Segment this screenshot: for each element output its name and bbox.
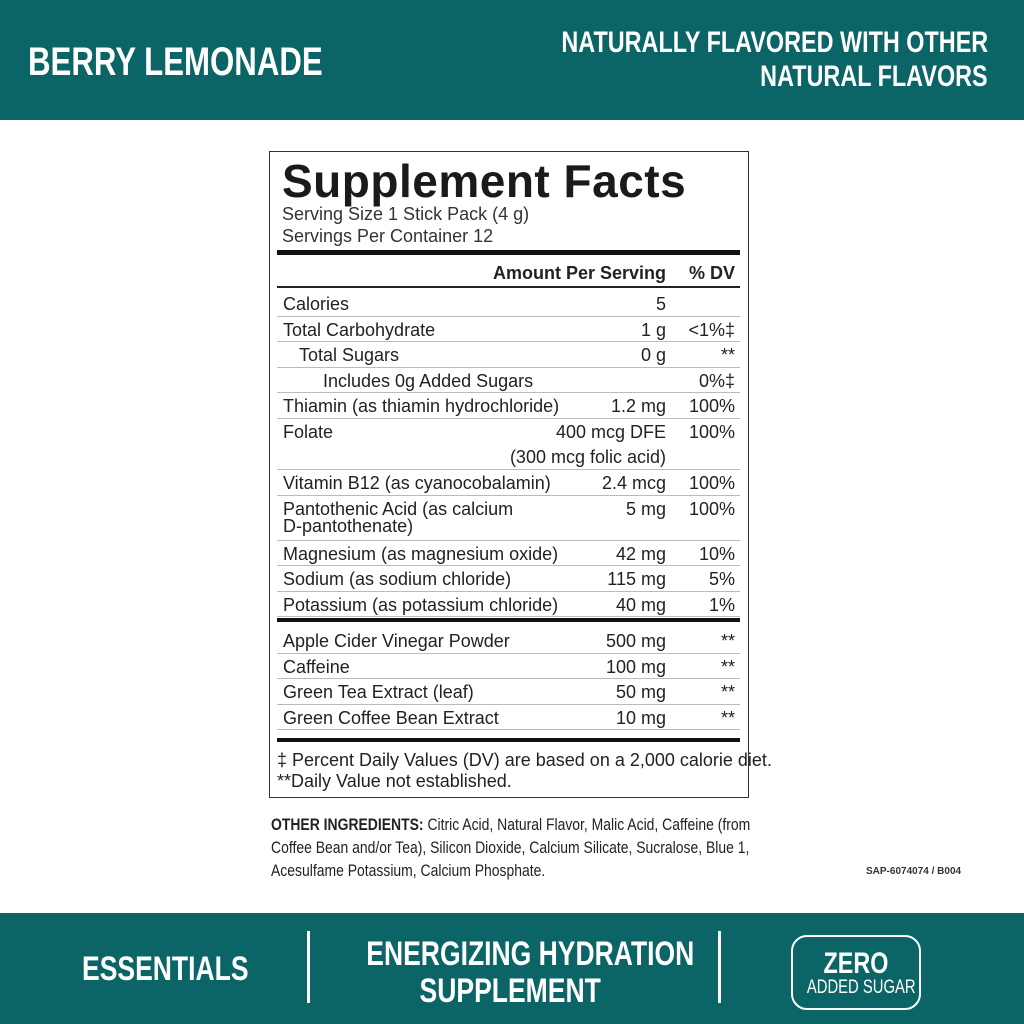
divider bbox=[307, 931, 310, 1003]
nutrient-name: Vitamin B12 (as cyanocobalamin) bbox=[283, 473, 551, 493]
nutrient-dv: 100% bbox=[688, 422, 735, 442]
nutrient-name: Pantothenic Acid (as calcium bbox=[283, 498, 514, 519]
badge-zero: ZERO bbox=[823, 947, 889, 980]
dv-header: % DV bbox=[688, 263, 735, 283]
nutrient-name: Includes 0g Added Sugars bbox=[323, 370, 534, 391]
nutrient-name: Potassium (as potassium chloride) bbox=[283, 594, 559, 615]
divider bbox=[277, 738, 740, 742]
facts-row: Green Tea Extract (leaf) 50 mg ** bbox=[277, 679, 740, 705]
facts-row: Total Sugars 0 g ** bbox=[277, 342, 740, 368]
nutrient-dv: 10% bbox=[698, 543, 735, 564]
facts-row: Green Coffee Bean Extract 10 mg ** bbox=[277, 705, 740, 731]
nutrient-name-cont: D-pantothenate) bbox=[283, 515, 414, 536]
nutrient-dv: 100% bbox=[688, 396, 735, 417]
nutrient-dv: 1% bbox=[708, 594, 735, 615]
nutrient-amount: 0 g bbox=[640, 345, 666, 366]
facts-row: Vitamin B12 (as cyanocobalamin) 2.4 mcg 10… bbox=[277, 470, 740, 496]
nutrient-name: Caffeine bbox=[283, 656, 350, 677]
nutrient-amount: 1 g bbox=[640, 319, 666, 340]
nutrient-amount: 42 mg bbox=[615, 543, 666, 564]
divider bbox=[277, 250, 740, 255]
facts-row: Apple Cider Vinegar Powder 500 mg ** bbox=[277, 628, 740, 654]
flavor-note: NATURALLY FLAVORED WITH OTHER NATURAL FL… bbox=[441, 26, 988, 94]
nutrient-name: Calories bbox=[283, 294, 350, 314]
nutrient-dv: 5% bbox=[708, 569, 735, 590]
panel-title: Supplement Facts bbox=[282, 155, 687, 207]
flavor-note-line1: NATURALLY FLAVORED WITH OTHER bbox=[561, 26, 988, 59]
column-header: Amount Per Serving % DV bbox=[277, 260, 740, 288]
nutrient-amount: 10 mg bbox=[615, 707, 666, 728]
nutrient-dv: ** bbox=[720, 656, 735, 677]
other-ingredients: OTHER INGREDIENTS: Citric Acid, Natural … bbox=[271, 813, 761, 882]
divider bbox=[277, 618, 740, 622]
header-band: BERRY LEMONADE NATURALLY FLAVORED WITH O… bbox=[0, 0, 1024, 120]
facts-row: Includes 0g Added Sugars 0%‡ bbox=[277, 368, 740, 394]
facts-row: Potassium (as potassium chloride) 40 mg 1% bbox=[277, 592, 740, 618]
nutrient-dv: ** bbox=[720, 631, 735, 651]
nutrient-amount: 115 mg bbox=[607, 569, 666, 590]
facts-row: Caffeine 100 mg ** bbox=[277, 654, 740, 680]
nutrient-name: Sodium (as sodium chloride) bbox=[283, 569, 512, 590]
nutrient-dv: ** bbox=[720, 345, 735, 366]
facts-row: Calories 5 bbox=[277, 291, 740, 317]
nutrient-amount: 5 mg bbox=[625, 498, 666, 519]
product-type-line1: ENERGIZING HYDRATION bbox=[366, 935, 695, 973]
footnote-not-established: **Daily Value not established. bbox=[277, 771, 512, 791]
nutrient-name: Total Carbohydrate bbox=[283, 319, 436, 340]
flavor-name: BERRY LEMONADE bbox=[28, 40, 323, 84]
flavor-note-line2: NATURAL FLAVORS bbox=[760, 60, 988, 93]
nutrient-dv: <1%‡ bbox=[688, 319, 735, 340]
nutrient-amount-note: (300 mcg folic acid) bbox=[509, 447, 666, 467]
zero-sugar-badge: ZERO ADDED SUGAR bbox=[791, 935, 921, 1010]
other-ingredients-label: OTHER INGREDIENTS: bbox=[271, 815, 424, 834]
nutrient-amount: 5 bbox=[655, 294, 666, 314]
nutrient-name: Apple Cider Vinegar Powder bbox=[283, 631, 510, 651]
nutrient-name: Green Tea Extract (leaf) bbox=[283, 682, 474, 703]
nutrient-amount: 40 mg bbox=[615, 594, 666, 615]
nutrient-amount: 400 mcg DFE bbox=[555, 422, 666, 442]
nutrient-name: Green Coffee Bean Extract bbox=[283, 707, 499, 728]
servings-per-container: Servings Per Container 12 bbox=[282, 226, 494, 246]
facts-row: Folate 400 mcg DFE (300 mcg folic acid) 100… bbox=[277, 419, 740, 470]
nutrient-dv: ** bbox=[720, 682, 735, 703]
other-ingredients-text: Citric Acid, Natural Flavor, Malic Acid,… bbox=[271, 815, 751, 880]
divider bbox=[718, 931, 721, 1003]
nutrient-amount: 2.4 mcg bbox=[601, 473, 666, 493]
footer-band: ESSENTIALS ENERGIZING HYDRATION SUPPLEME… bbox=[0, 913, 1024, 1024]
nutrient-amount: 500 mg bbox=[605, 631, 666, 651]
nutrient-dv: 100% bbox=[688, 498, 735, 519]
product-line: ESSENTIALS bbox=[82, 950, 249, 988]
badge-added-sugar: ADDED SUGAR bbox=[806, 977, 916, 998]
nutrient-dv: 100% bbox=[688, 473, 735, 493]
nutrient-name: Folate bbox=[283, 422, 334, 442]
product-type-line2: SUPPLEMENT bbox=[419, 972, 601, 1010]
nutrient-amount: 100 mg bbox=[605, 656, 666, 677]
facts-row: Thiamin (as thiamin hydrochloride) 1.2 mg… bbox=[277, 393, 740, 419]
nutrient-dv: 0%‡ bbox=[698, 370, 735, 391]
footnote-dv: ‡ Percent Daily Values (DV) are based on… bbox=[277, 750, 772, 770]
facts-row: Total Carbohydrate 1 g <1%‡ bbox=[277, 317, 740, 343]
nutrient-amount: 1.2 mg bbox=[610, 396, 666, 417]
facts-row: Sodium (as sodium chloride) 115 mg 5% bbox=[277, 566, 740, 592]
nutrient-name: Thiamin (as thiamin hydrochloride) bbox=[283, 396, 560, 417]
facts-row: Magnesium (as magnesium oxide) 42 mg 10% bbox=[277, 541, 740, 567]
nutrient-name: Total Sugars bbox=[299, 345, 400, 366]
nutrient-amount: 50 mg bbox=[615, 682, 666, 703]
product-code: SAP-6074074 / B004 bbox=[866, 866, 962, 877]
product-type: ENERGIZING HYDRATION SUPPLEMENT bbox=[320, 936, 700, 1010]
serving-size: Serving Size 1 Stick Pack (4 g) bbox=[282, 204, 530, 224]
facts-row: Pantothenic Acid (as calcium D-pantothena… bbox=[277, 496, 740, 541]
supplement-facts-panel: Supplement Facts Serving Size 1 Stick Pa… bbox=[269, 151, 772, 798]
nutrient-dv: ** bbox=[720, 707, 735, 728]
nutrient-name: Magnesium (as magnesium oxide) bbox=[283, 543, 559, 564]
amount-header: Amount Per Serving bbox=[492, 263, 666, 283]
